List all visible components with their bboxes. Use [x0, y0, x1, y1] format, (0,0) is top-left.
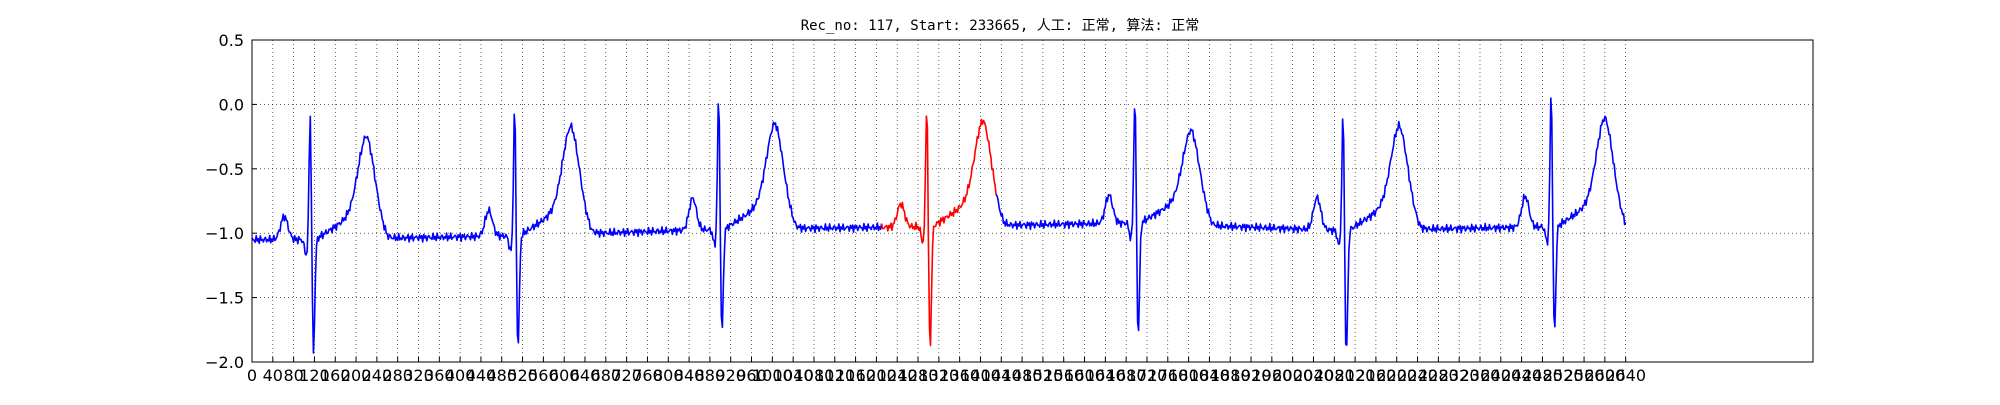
x-tick-label: 1520 — [1023, 366, 1064, 385]
x-tick-label: 2200 — [1376, 366, 1417, 385]
highlighted-series-line-1 — [880, 115, 997, 347]
x-tick-label: 440 — [466, 366, 497, 385]
y-tick-label: −1.5 — [205, 289, 244, 308]
x-tick-label: 840 — [674, 366, 705, 385]
x-tick-label: 2080 — [1314, 366, 1355, 385]
x-tick-label: 2600 — [1585, 366, 1626, 385]
x-tick-label: 1880 — [1210, 366, 1251, 385]
x-tick-label: 1400 — [960, 366, 1001, 385]
series-lines — [251, 97, 1627, 354]
x-tick-label: 960 — [736, 366, 767, 385]
x-tick-label: 360 — [424, 366, 455, 385]
y-tick-label: 0.0 — [219, 95, 244, 114]
x-tick-label: 1360 — [939, 366, 980, 385]
x-tick-label: 2480 — [1522, 366, 1563, 385]
x-tick-label: 1840 — [1189, 366, 1230, 385]
x-tick-label: 1760 — [1147, 366, 1188, 385]
x-tick-label: 1640 — [1085, 366, 1126, 385]
x-tick-label: 2640 — [1605, 366, 1646, 385]
x-tick-label: 1200 — [856, 366, 897, 385]
x-tick-label: 400 — [445, 366, 476, 385]
x-tick-label: 160 — [320, 366, 351, 385]
x-tick-label: 520 — [507, 366, 538, 385]
series-line-0 — [251, 103, 883, 354]
x-tick-label: 2560 — [1564, 366, 1605, 385]
series-line-2 — [995, 97, 1627, 346]
x-tick-label: 1000 — [752, 366, 793, 385]
x-tick-label: 2280 — [1418, 366, 1459, 385]
x-tick-label: 640 — [570, 366, 601, 385]
x-tick-label: 1080 — [794, 366, 835, 385]
x-tick-label: 560 — [528, 366, 559, 385]
plot-frame — [251, 39, 1814, 363]
x-tick-label: 2360 — [1460, 366, 1501, 385]
x-tick-label: 320 — [403, 366, 434, 385]
x-tick-label: 120 — [299, 366, 330, 385]
x-tick-label: 1920 — [1231, 366, 1272, 385]
x-tick-label: 240 — [362, 366, 393, 385]
x-tick-label: 2040 — [1293, 366, 1334, 385]
x-tick-label: 1480 — [1002, 366, 1043, 385]
x-tick-label: 2440 — [1501, 366, 1542, 385]
x-tick-label: 1240 — [877, 366, 918, 385]
y-tick-label: −2.0 — [205, 353, 244, 372]
x-tick-label: 720 — [611, 366, 642, 385]
x-tick-label: 1040 — [773, 366, 814, 385]
x-tick-label: 2240 — [1397, 366, 1438, 385]
x-tick-label: 2520 — [1543, 366, 1584, 385]
x-axis-ticks: 0 40 8012016020024028032036040044048052056… — [247, 357, 1646, 385]
grid-lines — [251, 39, 1813, 363]
x-tick-label: 1440 — [981, 366, 1022, 385]
x-tick-label: 1320 — [918, 366, 959, 385]
x-tick-label: 2000 — [1272, 366, 1313, 385]
x-tick-label: 760 — [632, 366, 663, 385]
x-tick-label: 1800 — [1168, 366, 1209, 385]
x-tick-label: 2400 — [1480, 366, 1521, 385]
x-tick-label: 1600 — [1064, 366, 1105, 385]
x-tick-label: 1560 — [1043, 366, 1084, 385]
y-tick-label: −0.5 — [205, 160, 244, 179]
x-tick-label: 80 — [283, 366, 303, 385]
x-tick-label: 0 — [247, 366, 257, 385]
x-tick-label: 1960 — [1251, 366, 1292, 385]
x-tick-label: 2320 — [1439, 366, 1480, 385]
y-axis-ticks: 0.5 0.0 −0.5 −1.0 −1.5 −2.0 — [205, 31, 257, 372]
x-tick-label: 1720 — [1127, 366, 1168, 385]
x-tick-label: 1160 — [835, 366, 876, 385]
x-tick-label: 200 — [341, 366, 372, 385]
x-tick-label: 880 — [695, 366, 726, 385]
x-tick-label: 680 — [591, 366, 622, 385]
chart-title: Rec_no: 117, Start: 233665, 人工: 正常, 算法: … — [801, 18, 1200, 34]
x-tick-label: 1280 — [898, 366, 939, 385]
x-tick-label: 1680 — [1106, 366, 1147, 385]
y-tick-label: −1.0 — [205, 224, 244, 243]
x-tick-label: 40 — [263, 366, 283, 385]
x-tick-label: 280 — [382, 366, 413, 385]
x-tick-label: 1120 — [814, 366, 855, 385]
y-tick-label: 0.5 — [219, 31, 244, 50]
x-tick-label: 480 — [486, 366, 517, 385]
x-tick-label: 600 — [549, 366, 580, 385]
x-tick-label: 2120 — [1335, 366, 1376, 385]
x-tick-label: 2160 — [1356, 366, 1397, 385]
x-tick-label: 920 — [715, 366, 746, 385]
x-tick-label: 800 — [653, 366, 684, 385]
